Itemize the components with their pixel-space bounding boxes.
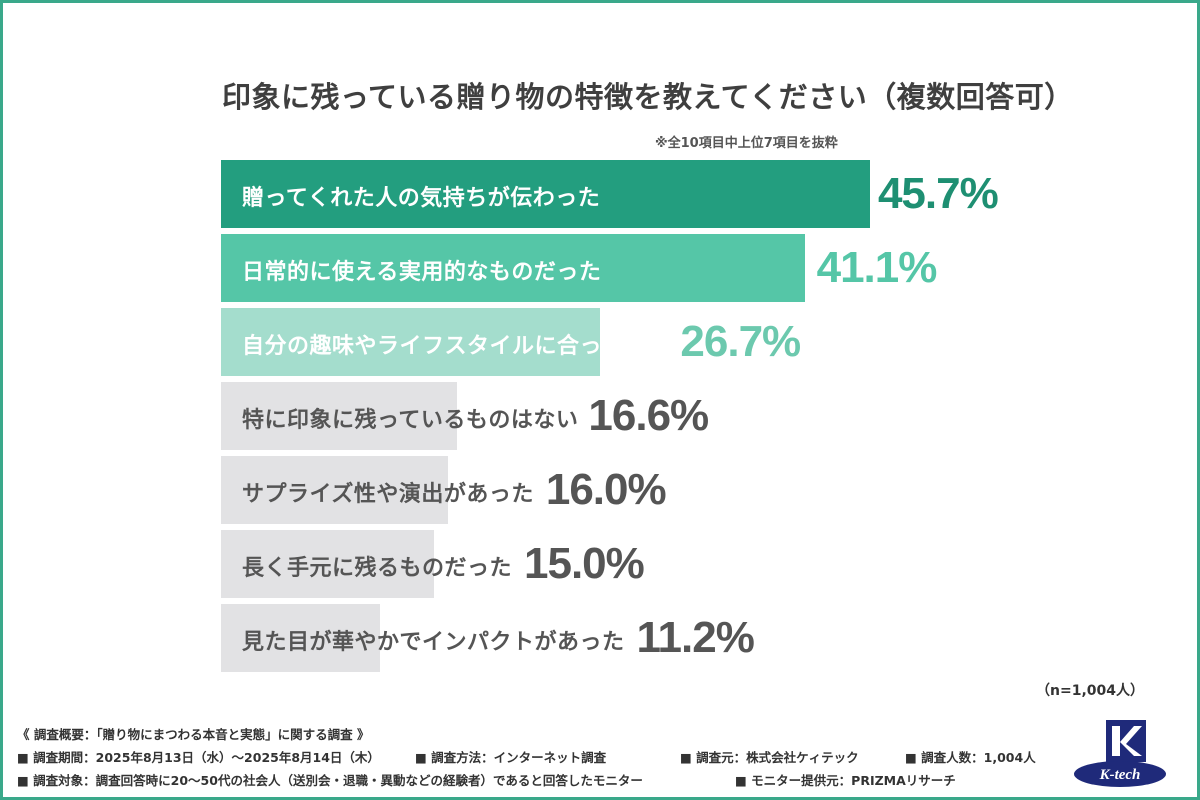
bar-label: 日常的に使える実用的なものだった — [242, 260, 602, 285]
bar — [221, 530, 434, 598]
survey-target: ■ 調査対象：調査回答時に20～50代の社会人（送別会・退職・異動などの経験者）… — [17, 773, 643, 788]
bar-label: サプライズ性や演出があった — [242, 482, 534, 507]
survey-source: ■ 調査元：株式会社ケィテック — [680, 750, 859, 765]
survey-period: ■ 調査期間：2025年8月13日（水）～2025年8月14日（木） — [17, 750, 380, 765]
bar — [221, 456, 449, 524]
chart-title: 印象に残っている贈り物の特徴を教えてください（複数回答可） — [222, 80, 1074, 114]
data-label: 45.7% — [877, 169, 999, 218]
bar — [221, 234, 805, 302]
bar — [221, 382, 457, 450]
data-label: 16.0% — [545, 465, 667, 514]
survey-method: ■ 調査方法：インターネット調査 — [415, 750, 607, 765]
bar-label: 自分の趣味やライフスタイルに合っていた — [242, 334, 669, 359]
data-label: 41.1% — [816, 243, 938, 292]
bar — [221, 604, 381, 672]
survey-count: ■ 調査人数：1,004人 — [905, 750, 1036, 765]
data-label: 26.7% — [680, 317, 801, 366]
bar-label: 特に印象に残っているものはない — [242, 408, 579, 433]
survey-summary: 《 調査概要：「贈り物にまつわる本音と実態」に関する調査 》 — [17, 727, 370, 742]
bar-label: 見た目が華やかでインパクトがあった — [242, 630, 625, 655]
bar-label: 贈ってくれた人の気持ちが伝わった — [242, 186, 601, 211]
data-label: 15.0% — [524, 539, 645, 588]
monitor-provider: ■ モニター提供元：PRIZMAリサーチ — [735, 773, 956, 788]
data-label: 16.6% — [588, 391, 709, 440]
ktech-logo: K-tech — [1074, 720, 1166, 787]
bar — [221, 160, 870, 228]
excerpt-note: ※全10項目中上位7項目を抜粋 — [655, 136, 838, 151]
data-label: 11.2% — [636, 613, 755, 662]
logo-text: K-tech — [1099, 767, 1141, 783]
bar — [221, 308, 601, 376]
sample-size-note: （n=1,004人） — [1036, 683, 1144, 699]
bar-label: 長く手元に残るものだった — [242, 556, 513, 581]
